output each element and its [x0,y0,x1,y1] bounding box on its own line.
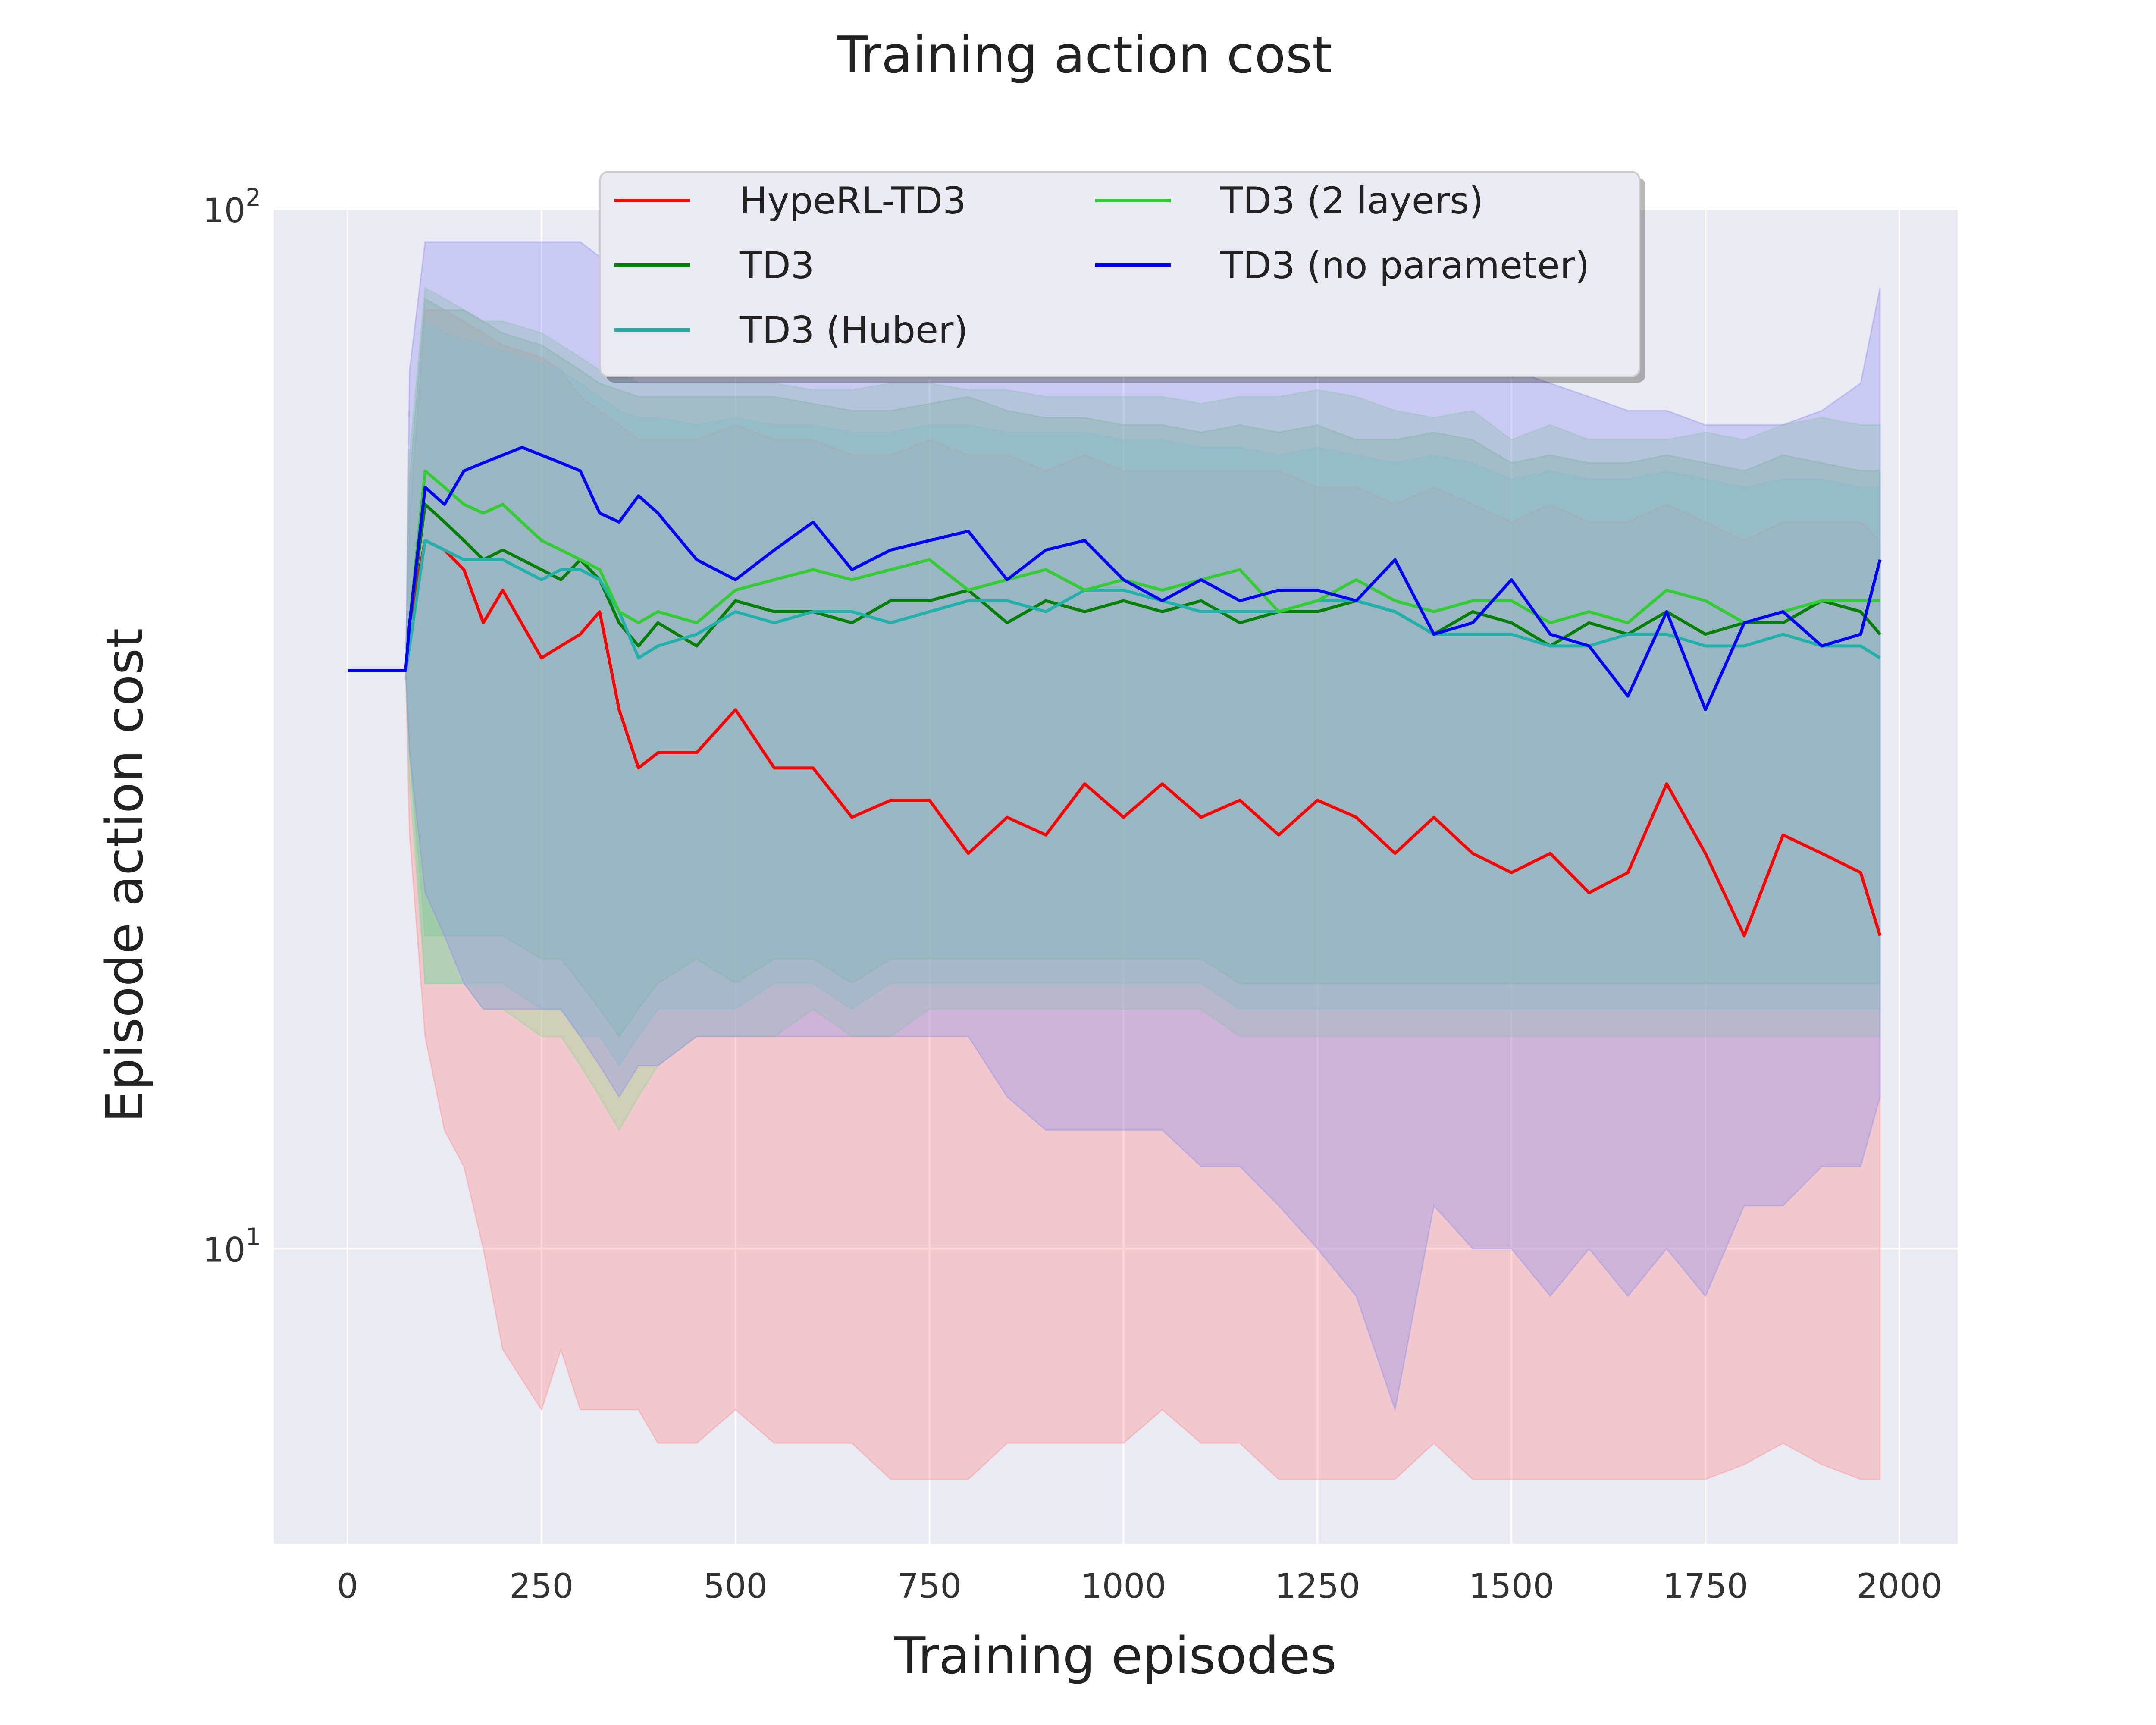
y-axis-label: Episode action cost [95,628,154,1123]
chart-title: Training action cost [837,25,1332,85]
band-td3 [348,298,1881,1038]
line-td3 [348,503,1881,672]
series-lines [348,445,1882,938]
x-tick-label: 0 [337,1567,358,1606]
legend-label: TD3 (no parameter) [1220,244,1589,287]
x-tick-label: 1250 [1275,1567,1360,1606]
legend-label: TD3 (Huber) [739,309,968,352]
x-tick-label: 250 [509,1567,573,1606]
legend-items: HypeRL-TD3 TD3 TD3 (Huber) TD3 (2 layers) TD… [614,179,1589,352]
x-axis-label: Training episodes [894,1626,1337,1685]
x-tick-label: 2000 [1857,1567,1943,1606]
y-tick-label: 102 [203,184,261,230]
line-td3-no-parameter- [348,445,1882,712]
line-hyperl-td3 [348,539,1882,938]
x-tick-label: 750 [897,1567,962,1606]
legend-label: HypeRL-TD3 [740,179,966,223]
legend-box [599,171,1640,377]
x-axis-ticks: 0 250 500 750 1000 1250 1500 1750 2000 [337,1567,1942,1606]
y-tick-label: 101 [203,1223,261,1270]
x-tick-label: 500 [703,1567,768,1606]
legend-label: TD3 [739,244,814,287]
line-td3-huber- [348,539,1881,672]
x-tick-label: 1000 [1081,1567,1166,1606]
band-td3-2-layers- [348,287,1881,1132]
legend: HypeRL-TD3 TD3 TD3 (Huber) TD3 (2 layers) TD… [599,171,1645,383]
plot-area [274,209,1958,1544]
confidence-bands [348,241,1881,1480]
y-axis-ticks: 102 101 [203,184,261,1270]
legend-label: TD3 (2 layers) [1220,179,1484,223]
x-tick-label: 1500 [1469,1567,1554,1606]
band-td3-huber- [348,320,1881,1067]
x-tick-label: 1750 [1663,1567,1749,1606]
